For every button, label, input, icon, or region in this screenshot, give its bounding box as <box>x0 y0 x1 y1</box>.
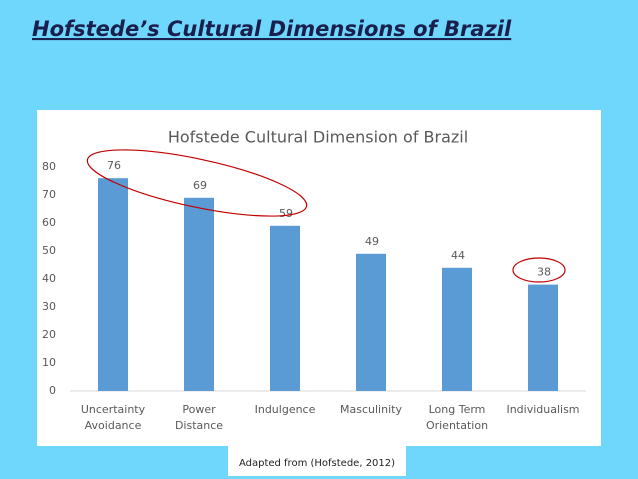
value-label: 44 <box>451 249 465 262</box>
y-tick-label: 40 <box>42 272 56 285</box>
x-tick-label: Masculinity <box>340 403 402 416</box>
x-tick-label: Indulgence <box>254 403 316 416</box>
y-tick-label: 10 <box>42 356 56 369</box>
bar <box>528 284 558 391</box>
y-tick-label: 70 <box>42 188 56 201</box>
y-tick-label: 20 <box>42 328 56 341</box>
y-tick-label: 60 <box>42 216 56 229</box>
value-label: 49 <box>365 235 379 248</box>
chart-panel <box>37 110 601 446</box>
value-label: 69 <box>193 179 207 192</box>
bar <box>184 197 214 391</box>
y-tick-label: 30 <box>42 300 56 313</box>
value-label: 76 <box>107 159 121 172</box>
x-tick-label: Individualism <box>506 403 580 416</box>
source-panel <box>228 446 406 476</box>
bar <box>356 253 386 391</box>
y-tick-label: 50 <box>42 244 56 257</box>
chart-title: Hofstede Cultural Dimension of Brazil <box>168 128 468 147</box>
highlight-ellipse <box>86 149 308 217</box>
y-tick-label: 80 <box>42 160 56 173</box>
bar <box>442 267 472 391</box>
bar <box>270 225 300 391</box>
x-tick-label: Power Distance <box>174 403 224 432</box>
value-label: 59 <box>279 207 293 220</box>
slide-title: Hofstede’s Cultural Dimensions of Brazil <box>32 17 512 41</box>
bar <box>98 178 128 391</box>
value-label: 38 <box>537 266 551 279</box>
y-tick-label: 0 <box>49 384 56 397</box>
highlight-ellipse <box>512 257 566 283</box>
x-tick-label: Long Term Orientation <box>425 403 489 432</box>
x-tick-label: Uncertainty Avoidance <box>80 403 146 432</box>
source-note: Adapted from (Hofstede, 2012) <box>239 458 395 469</box>
